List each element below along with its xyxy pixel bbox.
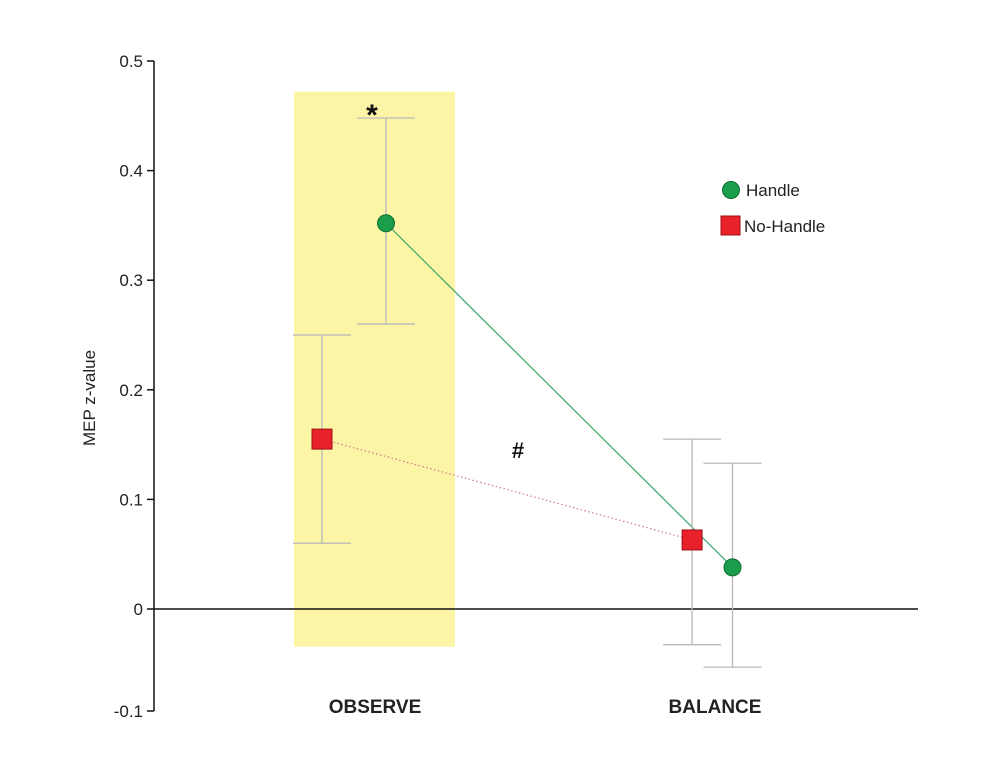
legend-label-handle: Handle xyxy=(746,181,800,200)
category-label-balance: BALANCE xyxy=(669,697,762,718)
y-tick-label: 0.4 xyxy=(119,162,143,181)
y-tick-label: 0.1 xyxy=(119,490,143,509)
y-tick-label: 0.3 xyxy=(119,271,143,290)
data-point-handle-observe xyxy=(377,214,395,233)
labels: MEP z-value OBSERVE BALANCE xyxy=(80,350,761,718)
highlight-layer xyxy=(294,91,455,647)
legend-label-no-handle: No-Handle xyxy=(744,217,825,236)
data-point-no-handle-balance xyxy=(681,529,703,551)
highlight-band-observe xyxy=(294,91,455,647)
data-point-handle-balance xyxy=(723,558,742,577)
y-tick-label: 0.2 xyxy=(119,381,143,400)
category-label-observe: OBSERVE xyxy=(329,697,422,718)
series-lines xyxy=(321,222,733,568)
data-point-no-handle-observe xyxy=(311,428,333,450)
y-tick-label: 0.5 xyxy=(119,52,143,71)
legend-marker-no-handle xyxy=(720,215,741,236)
legend-marker-handle xyxy=(722,181,740,199)
y-tick-label: -0.1 xyxy=(114,702,143,721)
annotations: * # xyxy=(366,99,524,463)
y-axis-title: MEP z-value xyxy=(80,350,99,446)
legend: Handle No-Handle xyxy=(720,181,825,236)
y-tick-label: 0 xyxy=(134,600,143,619)
series-line-handle xyxy=(385,222,733,568)
axes: -0.1 0 0.1 0.2 0.3 0.4 0.5 xyxy=(114,52,918,721)
significance-asterisk: * xyxy=(366,99,378,132)
significance-hash: # xyxy=(512,438,524,463)
data-markers xyxy=(311,214,742,577)
